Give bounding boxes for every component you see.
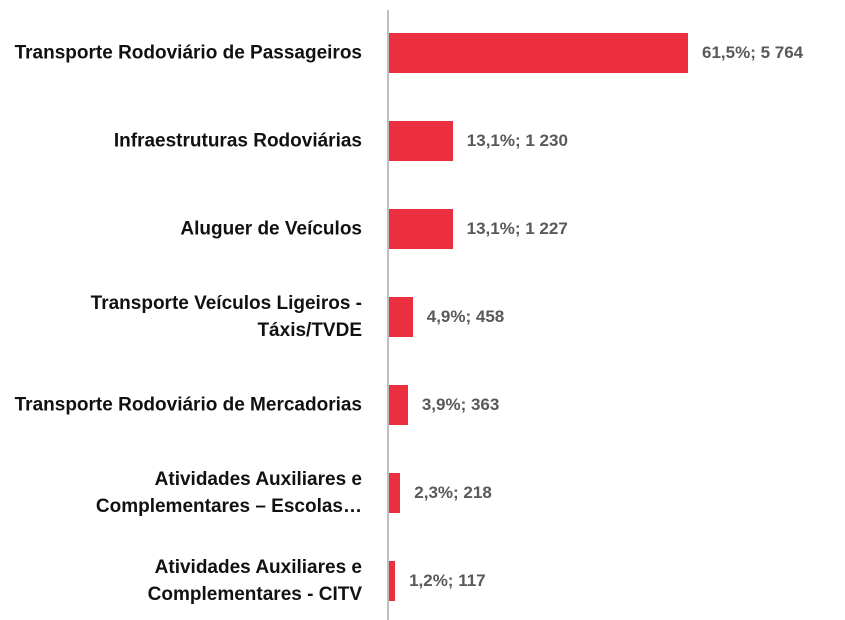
data-label: 2,3%; 218 xyxy=(414,483,492,502)
category-label: Atividades Auxiliares e Complementares -… xyxy=(147,557,362,605)
data-label: 13,1%; 1 230 xyxy=(466,131,568,150)
bar xyxy=(389,33,688,73)
bar xyxy=(389,209,453,249)
data-label: 13,1%; 1 227 xyxy=(466,219,568,238)
category-label: Infraestruturas Rodoviárias xyxy=(113,130,362,152)
data-label: 1,2%; 117 xyxy=(409,571,486,590)
category-label: Transporte Rodoviário de Mercadorias xyxy=(14,394,362,416)
bar xyxy=(389,121,453,161)
axis-line xyxy=(387,10,389,620)
category-label: Atividades Auxiliares e Complementares –… xyxy=(95,469,362,517)
category-label: Aluguer de Veículos xyxy=(180,218,362,240)
bar xyxy=(389,473,401,513)
category-label: Transporte Veículos Ligeiros - Táxis/TVD… xyxy=(90,293,362,341)
bar xyxy=(389,561,396,601)
bar xyxy=(389,297,413,337)
data-label: 4,9%; 458 xyxy=(426,307,505,326)
bar xyxy=(389,385,408,425)
data-label: 61,5%; 5 764 xyxy=(702,43,804,62)
data-label: 3,9%; 363 xyxy=(421,395,500,414)
category-label: Transporte Rodoviário de Passageiros xyxy=(14,42,362,64)
